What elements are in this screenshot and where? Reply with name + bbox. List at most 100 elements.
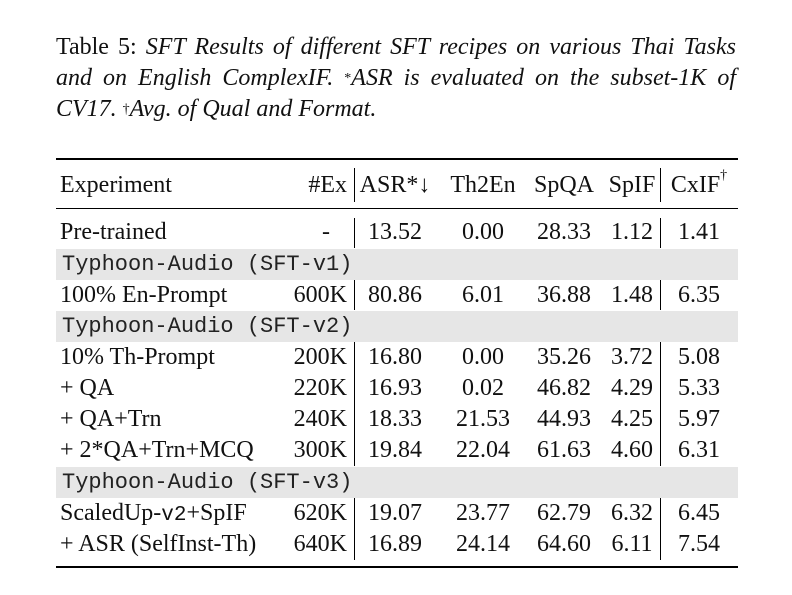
cell-spqa: 28.33 [537,219,591,245]
column-separator [660,218,661,248]
cell-cxif: 6.35 [678,282,720,308]
cell-experiment: + 2*QA+Trn+MCQ [60,437,254,463]
cell-spqa: 62.79 [537,500,591,526]
column-separator [354,168,355,202]
cell-ex: 300K [293,437,347,463]
cell-ex: 620K [293,500,347,526]
table-row: + QA+Trn 240K 18.33 21.53 44.93 4.25 5.9… [56,404,738,435]
header-cxif-mark: † [720,168,728,183]
cell-spif: 3.72 [611,344,653,370]
cell-spif: 1.12 [611,219,653,245]
cell-experiment: ScaledUp-v2+SpIF [60,500,247,527]
column-separator [660,342,661,466]
header-spqa: SpQA [533,172,594,198]
cell-ex: 220K [293,375,347,401]
table-row: + 2*QA+Trn+MCQ 300K 19.84 22.04 61.63 4.… [56,435,738,466]
cell-asr: 13.52 [368,219,422,245]
cell-cxif: 6.45 [678,500,720,526]
caption-note1: ASR is evaluated on the subset-1K of CV1… [56,65,736,122]
cell-th2en: 23.77 [456,500,510,526]
cell-experiment-mono: v2 [161,504,187,527]
cell-th2en: 0.00 [462,219,504,245]
cell-ex: 240K [293,406,347,432]
column-separator [660,498,661,560]
table-row: + ASR (SelfInst-Th) 640K 16.89 24.14 64.… [56,529,738,560]
table-row: 100% En-Prompt 600K 80.86 6.01 36.88 1.4… [56,280,738,311]
column-separator [660,280,661,310]
cell-spqa: 44.93 [537,406,591,432]
caption-note1-mark: * [344,71,352,86]
group-header-sft-v2: Typhoon-Audio (SFT-v2) [56,311,738,342]
cell-ex: - [322,219,330,245]
cell-asr: 19.07 [368,500,422,526]
table-top-rule [56,158,738,160]
cell-th2en: 0.02 [462,375,504,401]
table-row: + QA 220K 16.93 0.02 46.82 4.29 5.33 [56,373,738,404]
caption-note2-mark: † [122,102,130,117]
column-separator [354,280,355,310]
cell-th2en: 6.01 [462,282,504,308]
cell-experiment: + QA [60,375,115,401]
cell-experiment: + QA+Trn [60,406,162,432]
cell-asr: 16.89 [368,531,422,557]
cell-experiment: Pre-trained [60,219,167,245]
cell-experiment: 100% En-Prompt [60,282,228,308]
cell-ex: 640K [293,531,347,557]
column-separator [354,218,355,248]
group-header-sft-v1: Typhoon-Audio (SFT-v1) [56,249,738,280]
table-row: Pre-trained - 13.52 0.00 28.33 1.12 1.41 [56,217,738,248]
cell-th2en: 0.00 [462,344,504,370]
cell-cxif: 5.33 [678,375,720,401]
header-th2en: Th2En [450,172,516,198]
caption-label: Table 5: [56,34,146,60]
cell-asr: 18.33 [368,406,422,432]
cell-cxif: 1.41 [678,219,720,245]
caption-text: SFT Results of different SFT recipes on … [56,34,737,91]
group-label: Typhoon-Audio (SFT-v3) [62,470,353,495]
caption-note2: Avg. of Qual and Format. [129,96,377,122]
header-experiment: Experiment [60,172,172,198]
cell-spqa: 46.82 [537,375,591,401]
column-separator [354,498,355,560]
group-header-sft-v3: Typhoon-Audio (SFT-v3) [56,467,738,498]
cell-ex: 600K [293,282,347,308]
cell-asr: 16.93 [368,375,422,401]
cell-spif: 4.29 [611,375,653,401]
table-row: ScaledUp-v2+SpIF 620K 19.07 23.77 62.79 … [56,498,738,529]
table-caption: Table 5: SFT Results of different SFT re… [56,32,736,125]
table-header: Experiment #Ex ASR*↓ Th2En SpQA SpIF CxI… [56,168,738,202]
cell-spqa: 61.63 [537,437,591,463]
cell-th2en: 21.53 [456,406,510,432]
cell-spif: 4.25 [611,406,653,432]
cell-ex: 200K [293,344,347,370]
header-spif: SpIF [608,172,656,198]
table-header-rule [56,208,738,209]
cell-asr: 16.80 [368,344,422,370]
cell-spqa: 35.26 [537,344,591,370]
cell-asr: 19.84 [368,437,422,463]
cell-spqa: 36.88 [537,282,591,308]
cell-cxif: 7.54 [678,531,720,557]
cell-spif: 6.11 [611,531,653,557]
cell-experiment: + ASR (SelfInst-Th) [60,531,257,557]
cell-spif: 4.60 [611,437,653,463]
group-label: Typhoon-Audio (SFT-v1) [62,252,353,277]
cell-spqa: 64.60 [537,531,591,557]
header-ex: #Ex [308,172,347,198]
cell-experiment: 10% Th-Prompt [60,344,215,370]
cell-cxif: 5.08 [678,344,720,370]
cell-th2en: 24.14 [456,531,510,557]
cell-spif: 1.48 [611,282,653,308]
cell-spif: 6.32 [611,500,653,526]
table-row: 10% Th-Prompt 200K 16.80 0.00 35.26 3.72… [56,342,738,373]
header-cxif: CxIF† [670,168,728,199]
cell-th2en: 22.04 [456,437,510,463]
cell-cxif: 5.97 [678,406,720,432]
cell-asr: 80.86 [368,282,422,308]
column-separator [660,168,661,202]
column-separator [354,342,355,466]
group-label: Typhoon-Audio (SFT-v2) [62,314,353,339]
table-bottom-rule [56,566,738,568]
header-asr: ASR*↓ [359,172,431,198]
cell-cxif: 6.31 [678,437,720,463]
